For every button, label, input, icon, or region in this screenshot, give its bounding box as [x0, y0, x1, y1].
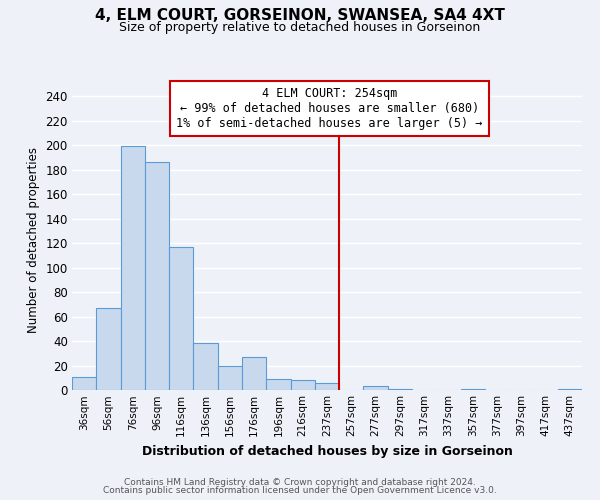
- Bar: [72, 376, 96, 390]
- Bar: [388, 389, 412, 390]
- Y-axis label: Number of detached properties: Number of detached properties: [27, 147, 40, 333]
- Bar: [169, 246, 193, 390]
- Text: Contains HM Land Registry data © Crown copyright and database right 2024.: Contains HM Land Registry data © Crown c…: [124, 478, 476, 487]
- Bar: [242, 357, 266, 390]
- Text: Contains public sector information licensed under the Open Government Licence v3: Contains public sector information licen…: [103, 486, 497, 495]
- Text: Size of property relative to detached houses in Gorseinon: Size of property relative to detached ho…: [119, 21, 481, 34]
- Bar: [461, 389, 485, 390]
- Text: 4, ELM COURT, GORSEINON, SWANSEA, SA4 4XT: 4, ELM COURT, GORSEINON, SWANSEA, SA4 4X…: [95, 8, 505, 22]
- Bar: [266, 379, 290, 390]
- Bar: [290, 380, 315, 390]
- Text: 4 ELM COURT: 254sqm
← 99% of detached houses are smaller (680)
1% of semi-detach: 4 ELM COURT: 254sqm ← 99% of detached ho…: [176, 87, 483, 130]
- Bar: [364, 386, 388, 390]
- Bar: [558, 389, 582, 390]
- Bar: [218, 366, 242, 390]
- Bar: [145, 162, 169, 390]
- Bar: [315, 382, 339, 390]
- Bar: [121, 146, 145, 390]
- Bar: [96, 308, 121, 390]
- Bar: [193, 344, 218, 390]
- X-axis label: Distribution of detached houses by size in Gorseinon: Distribution of detached houses by size …: [142, 444, 512, 458]
